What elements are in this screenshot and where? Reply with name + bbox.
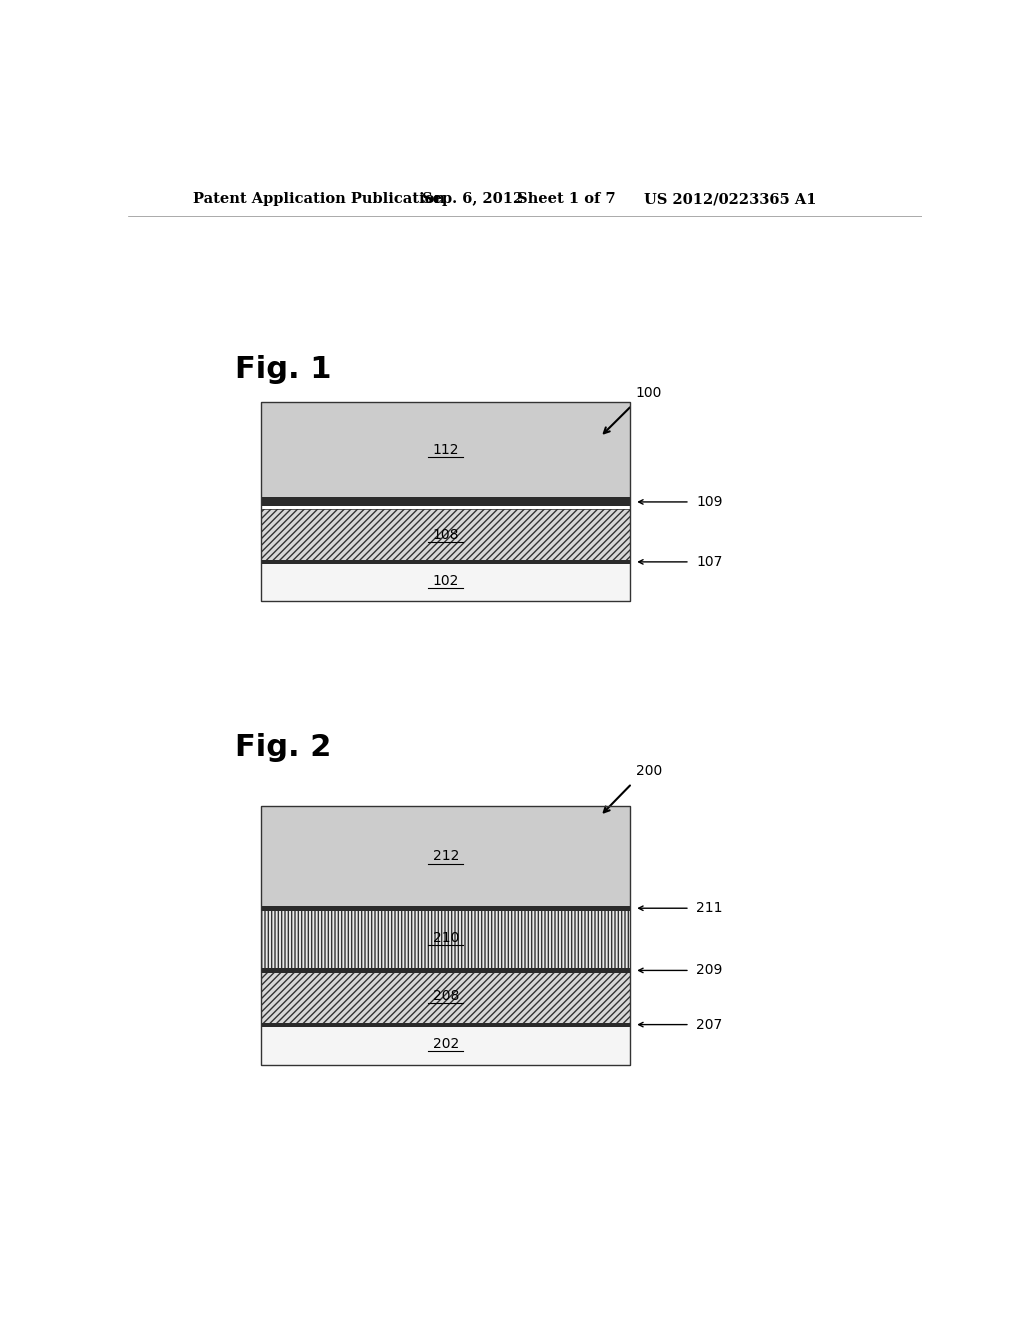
Bar [261,498,631,507]
Text: 108: 108 [432,528,459,543]
Bar [261,968,631,973]
Text: 109: 109 [696,495,723,510]
Bar [261,1023,631,1065]
Text: Fig. 2: Fig. 2 [236,734,332,763]
Text: 107: 107 [696,554,723,569]
Bar [261,561,631,601]
Bar [261,403,631,498]
Text: Sep. 6, 2012: Sep. 6, 2012 [422,191,523,206]
Text: 211: 211 [696,902,723,915]
Text: 209: 209 [696,964,723,977]
Bar [261,907,631,969]
Text: 100: 100 [636,387,663,400]
Bar [261,969,631,1023]
Text: 208: 208 [433,990,459,1003]
Text: Fig. 1: Fig. 1 [236,355,332,384]
Bar [261,403,631,498]
Text: Sheet 1 of 7: Sheet 1 of 7 [517,191,615,206]
Text: 112: 112 [432,444,459,457]
Bar [261,906,631,911]
Text: 212: 212 [433,849,459,863]
Bar [261,969,631,1023]
Bar [261,510,631,561]
Bar [261,805,631,907]
Text: 200: 200 [636,764,663,779]
Text: 207: 207 [696,1018,723,1032]
Bar [261,560,631,564]
Bar [261,805,631,1065]
Bar [261,1023,631,1027]
Text: 202: 202 [433,1038,459,1051]
Text: 210: 210 [433,931,459,945]
Text: US 2012/0223365 A1: US 2012/0223365 A1 [644,191,816,206]
Text: Patent Application Publication: Patent Application Publication [194,191,445,206]
Bar [261,510,631,561]
Bar [261,403,631,601]
Bar [261,805,631,907]
Text: 102: 102 [433,574,459,587]
Bar [261,907,631,969]
